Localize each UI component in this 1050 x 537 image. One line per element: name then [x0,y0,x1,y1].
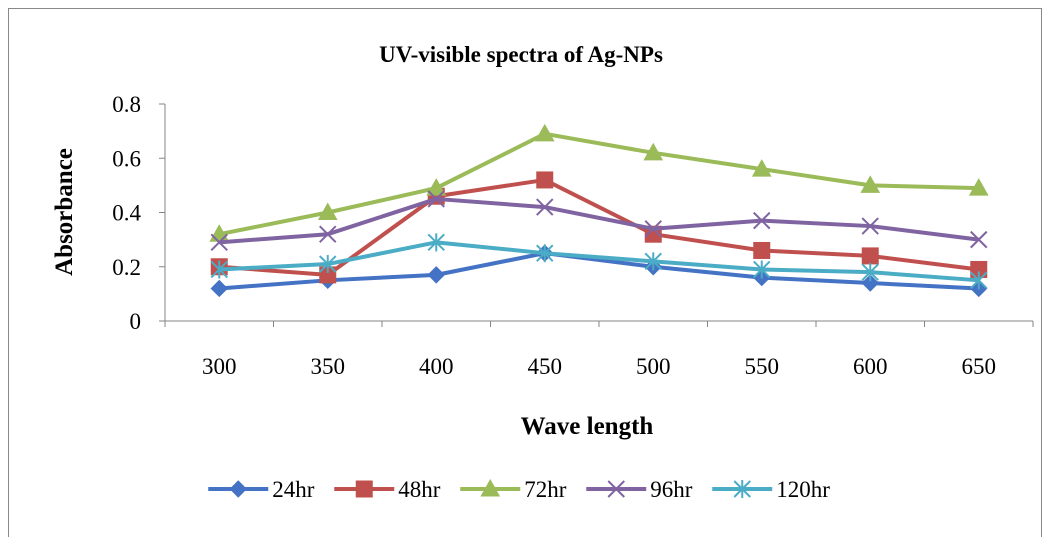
data-point [751,159,772,177]
legend-item-96hr: 96hr [586,477,693,502]
series-96hr [210,190,988,252]
data-point [970,230,988,249]
legend-label: 120hr [776,477,830,502]
legend-item-120hr: 120hr [712,477,830,502]
data-point [970,271,988,290]
legend-marker [355,480,373,498]
x-tick-label: 650 [962,354,997,379]
x-tick-label: 550 [745,354,780,379]
y-tick-label: 0.6 [112,146,141,171]
data-point [861,247,879,265]
x-tick-label: 350 [311,354,346,379]
series-line [219,251,979,291]
legend-marker [229,480,247,498]
y-tick-label: 0.2 [112,255,141,280]
data-point [644,252,662,271]
data-point [753,241,771,259]
series-line [218,131,979,237]
x-tick-label: 400 [419,354,454,379]
data-point [968,178,989,196]
y-axis-label: Absorbance [51,148,78,276]
legend-label: 48hr [398,477,441,502]
series-line [219,196,979,245]
data-point [427,190,445,208]
legend-item-24hr: 24hr [208,477,315,502]
legend-item-48hr: 48hr [334,477,441,502]
chart-title: UV-visible spectra of Ag-NPs [379,42,663,67]
legend-marker [733,480,751,498]
x-tick-label: 500 [636,354,671,379]
legend-marker [480,478,501,497]
x-tick-label: 300 [202,354,237,379]
data-point [536,171,554,189]
series-72hr [209,123,989,242]
y-tick-label: 0.4 [112,201,141,226]
series-120hr [210,233,988,290]
data-point [427,266,445,284]
data-point [753,211,771,230]
y-tick-label: 0.8 [112,92,141,117]
x-tick-label: 600 [853,354,888,379]
legend-label: 72hr [524,477,567,502]
series-layer [209,123,989,298]
data-point [319,255,337,274]
data-point [861,217,879,235]
data-point [210,233,228,252]
data-point [427,233,445,252]
data-point [861,263,879,282]
data-point [536,244,554,263]
legend-label: 96hr [650,477,693,502]
data-point [643,142,664,161]
legend: 24hr 48hr 72hr 96hr 120hr [208,477,830,502]
legend-item-72hr: 72hr [460,477,567,502]
data-point [317,202,338,220]
data-point [644,220,662,238]
data-point [319,225,337,243]
data-point [753,260,771,279]
legend-label: 24hr [272,477,315,502]
axes: 0 0.2 0.4 0.6 0.8 300 350 400 450 500 550 600 650 [112,92,1034,379]
data-point [861,274,879,292]
data-point [534,123,555,142]
x-axis-label: Wave length [521,413,654,440]
data-point [210,279,228,298]
series-line [219,240,979,283]
y-tick-label: 0 [130,309,142,334]
legend-marker [607,480,625,498]
data-point [426,178,447,196]
data-point [210,260,228,279]
data-point [860,175,881,193]
x-tick-label: 450 [528,354,563,379]
data-point [536,198,554,216]
